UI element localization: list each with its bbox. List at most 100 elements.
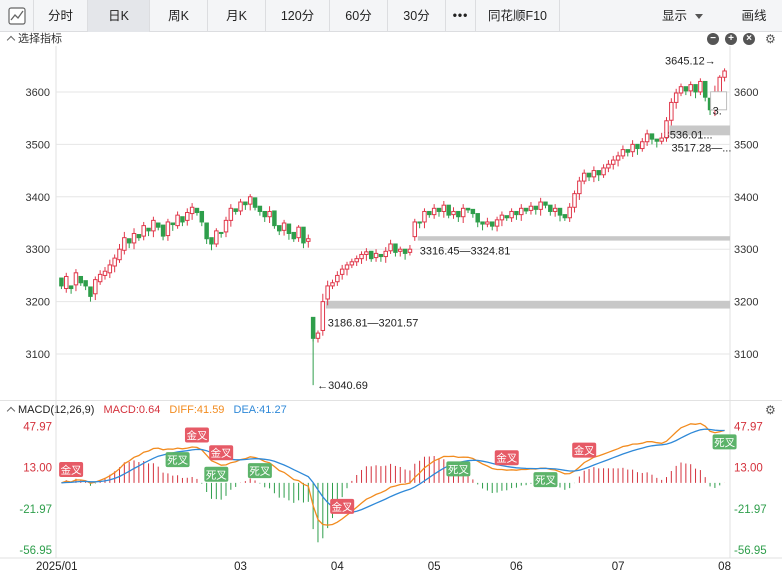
high-annotation: 3645.12→: [665, 55, 716, 67]
x-axis-label: 2025/01: [36, 561, 78, 573]
candle-body: [383, 250, 388, 258]
candle-body: [683, 86, 689, 92]
cross-signal-badge: [59, 462, 84, 478]
cross-signal-badge: [247, 463, 272, 479]
f10-button[interactable]: 同花顺F10: [476, 0, 560, 32]
display-menu[interactable]: 显示: [662, 0, 704, 32]
candle-body: [301, 226, 306, 244]
chart-type-icon[interactable]: [0, 0, 34, 32]
candle-body: [189, 206, 195, 215]
candle-body: [543, 201, 548, 206]
plus-icon[interactable]: +: [725, 33, 737, 45]
close-icon[interactable]: ×: [743, 33, 755, 45]
minus-icon[interactable]: −: [707, 33, 719, 45]
price-tick-label-left: 3400: [26, 192, 50, 204]
cross-signal-badge: [494, 450, 519, 466]
candle-body: [552, 207, 558, 212]
candle-body: [581, 172, 587, 182]
gap-band: [417, 236, 730, 241]
gap-label-upper: 3536.01...: [664, 129, 713, 141]
price-tick-label-right: 3600: [734, 87, 758, 99]
x-axis-label: 06: [510, 561, 523, 573]
candle-body: [243, 201, 248, 206]
macd-tick-label-left: 13.00: [23, 463, 52, 475]
candle-body: [606, 163, 611, 169]
cross-signal-badge: [446, 461, 471, 477]
candle-body: [562, 214, 568, 219]
candle-body: [601, 167, 606, 176]
price-tick-label-left: 3300: [26, 244, 50, 256]
macd-tick-label-right: 47.97: [734, 421, 763, 433]
cross-signal-badge: [712, 434, 737, 450]
select-indicator-label[interactable]: 选择指标: [18, 33, 62, 45]
tab-60min[interactable]: 60分: [330, 0, 388, 32]
candle-body: [611, 159, 616, 165]
diff-value: DIFF:41.59: [169, 404, 225, 416]
cross-signal-label: 死叉: [249, 466, 270, 478]
candle-body: [170, 222, 175, 226]
candle-body: [344, 264, 350, 270]
x-axis-label: 07: [612, 561, 625, 573]
gap-label: 3186.81—3201.57: [328, 318, 419, 330]
macd-tick-label-right: -56.95: [734, 545, 767, 557]
macd-value: MACD:0.64: [103, 404, 161, 416]
candle-body: [635, 143, 640, 150]
candle-body: [199, 210, 205, 223]
candle-body: [267, 210, 272, 218]
x-axis-label: 04: [331, 561, 344, 573]
candle-body: [214, 230, 219, 245]
candle-body: [141, 225, 146, 237]
price-tick-label-right: 3300: [734, 244, 758, 256]
candle-body: [185, 212, 190, 221]
candle-body: [402, 248, 408, 254]
cross-signal-label: 金叉: [211, 447, 232, 460]
candle-body: [465, 207, 471, 211]
tab-monthly-k[interactable]: 月K: [208, 0, 266, 32]
tab-daily-k[interactable]: 日K: [88, 0, 150, 32]
tab-30min[interactable]: 30分: [388, 0, 446, 32]
candle-body: [238, 201, 243, 212]
candle-body: [669, 101, 674, 121]
candle-body: [664, 120, 669, 139]
tab-120min[interactable]: 120分: [266, 0, 330, 32]
candle-body: [480, 221, 485, 225]
candle-body: [422, 210, 427, 223]
cross-signal-label: 死叉: [206, 469, 227, 481]
candle-body: [412, 221, 418, 238]
price-tick-label-left: 3200: [26, 297, 50, 309]
candle-body: [417, 221, 422, 224]
gap-label: 3517.28—...: [671, 142, 731, 154]
candle-body: [427, 210, 432, 216]
candle-body: [146, 227, 151, 232]
gear-icon[interactable]: ⚙: [765, 403, 776, 417]
price-tick-label-right: 3200: [734, 297, 758, 309]
cross-signal-label: 金叉: [186, 429, 207, 442]
tab-intraday[interactable]: 分时: [34, 0, 88, 32]
cross-signal-badge: [204, 466, 229, 482]
candle-body: [126, 238, 132, 244]
candle-body: [175, 214, 180, 227]
cross-signal-label: 死叉: [535, 475, 556, 487]
candle-body: [431, 207, 437, 216]
candle-body: [364, 251, 369, 255]
candle-body: [160, 224, 166, 237]
candle-body: [470, 208, 476, 215]
candle-body: [354, 258, 359, 263]
chart-toolbar: 分时 日K 周K 月K 120分 60分 30分 ••• 同花顺F10 显示 画…: [0, 0, 782, 32]
candle-body: [339, 268, 345, 275]
candle-body: [519, 207, 524, 216]
candle-body: [378, 253, 384, 258]
gear-icon[interactable]: ⚙: [765, 32, 776, 46]
candle-body: [277, 225, 282, 232]
cut-label-box: [710, 91, 728, 111]
candle-body: [407, 248, 413, 253]
candle-body: [73, 272, 79, 286]
more-periods-button[interactable]: •••: [446, 0, 476, 32]
candle-body: [446, 204, 451, 216]
candle-body: [698, 80, 703, 93]
tab-weekly-k[interactable]: 周K: [150, 0, 208, 32]
candle-body: [78, 275, 84, 284]
draw-line-button[interactable]: 画线: [741, 9, 767, 23]
candle-body: [136, 234, 142, 239]
